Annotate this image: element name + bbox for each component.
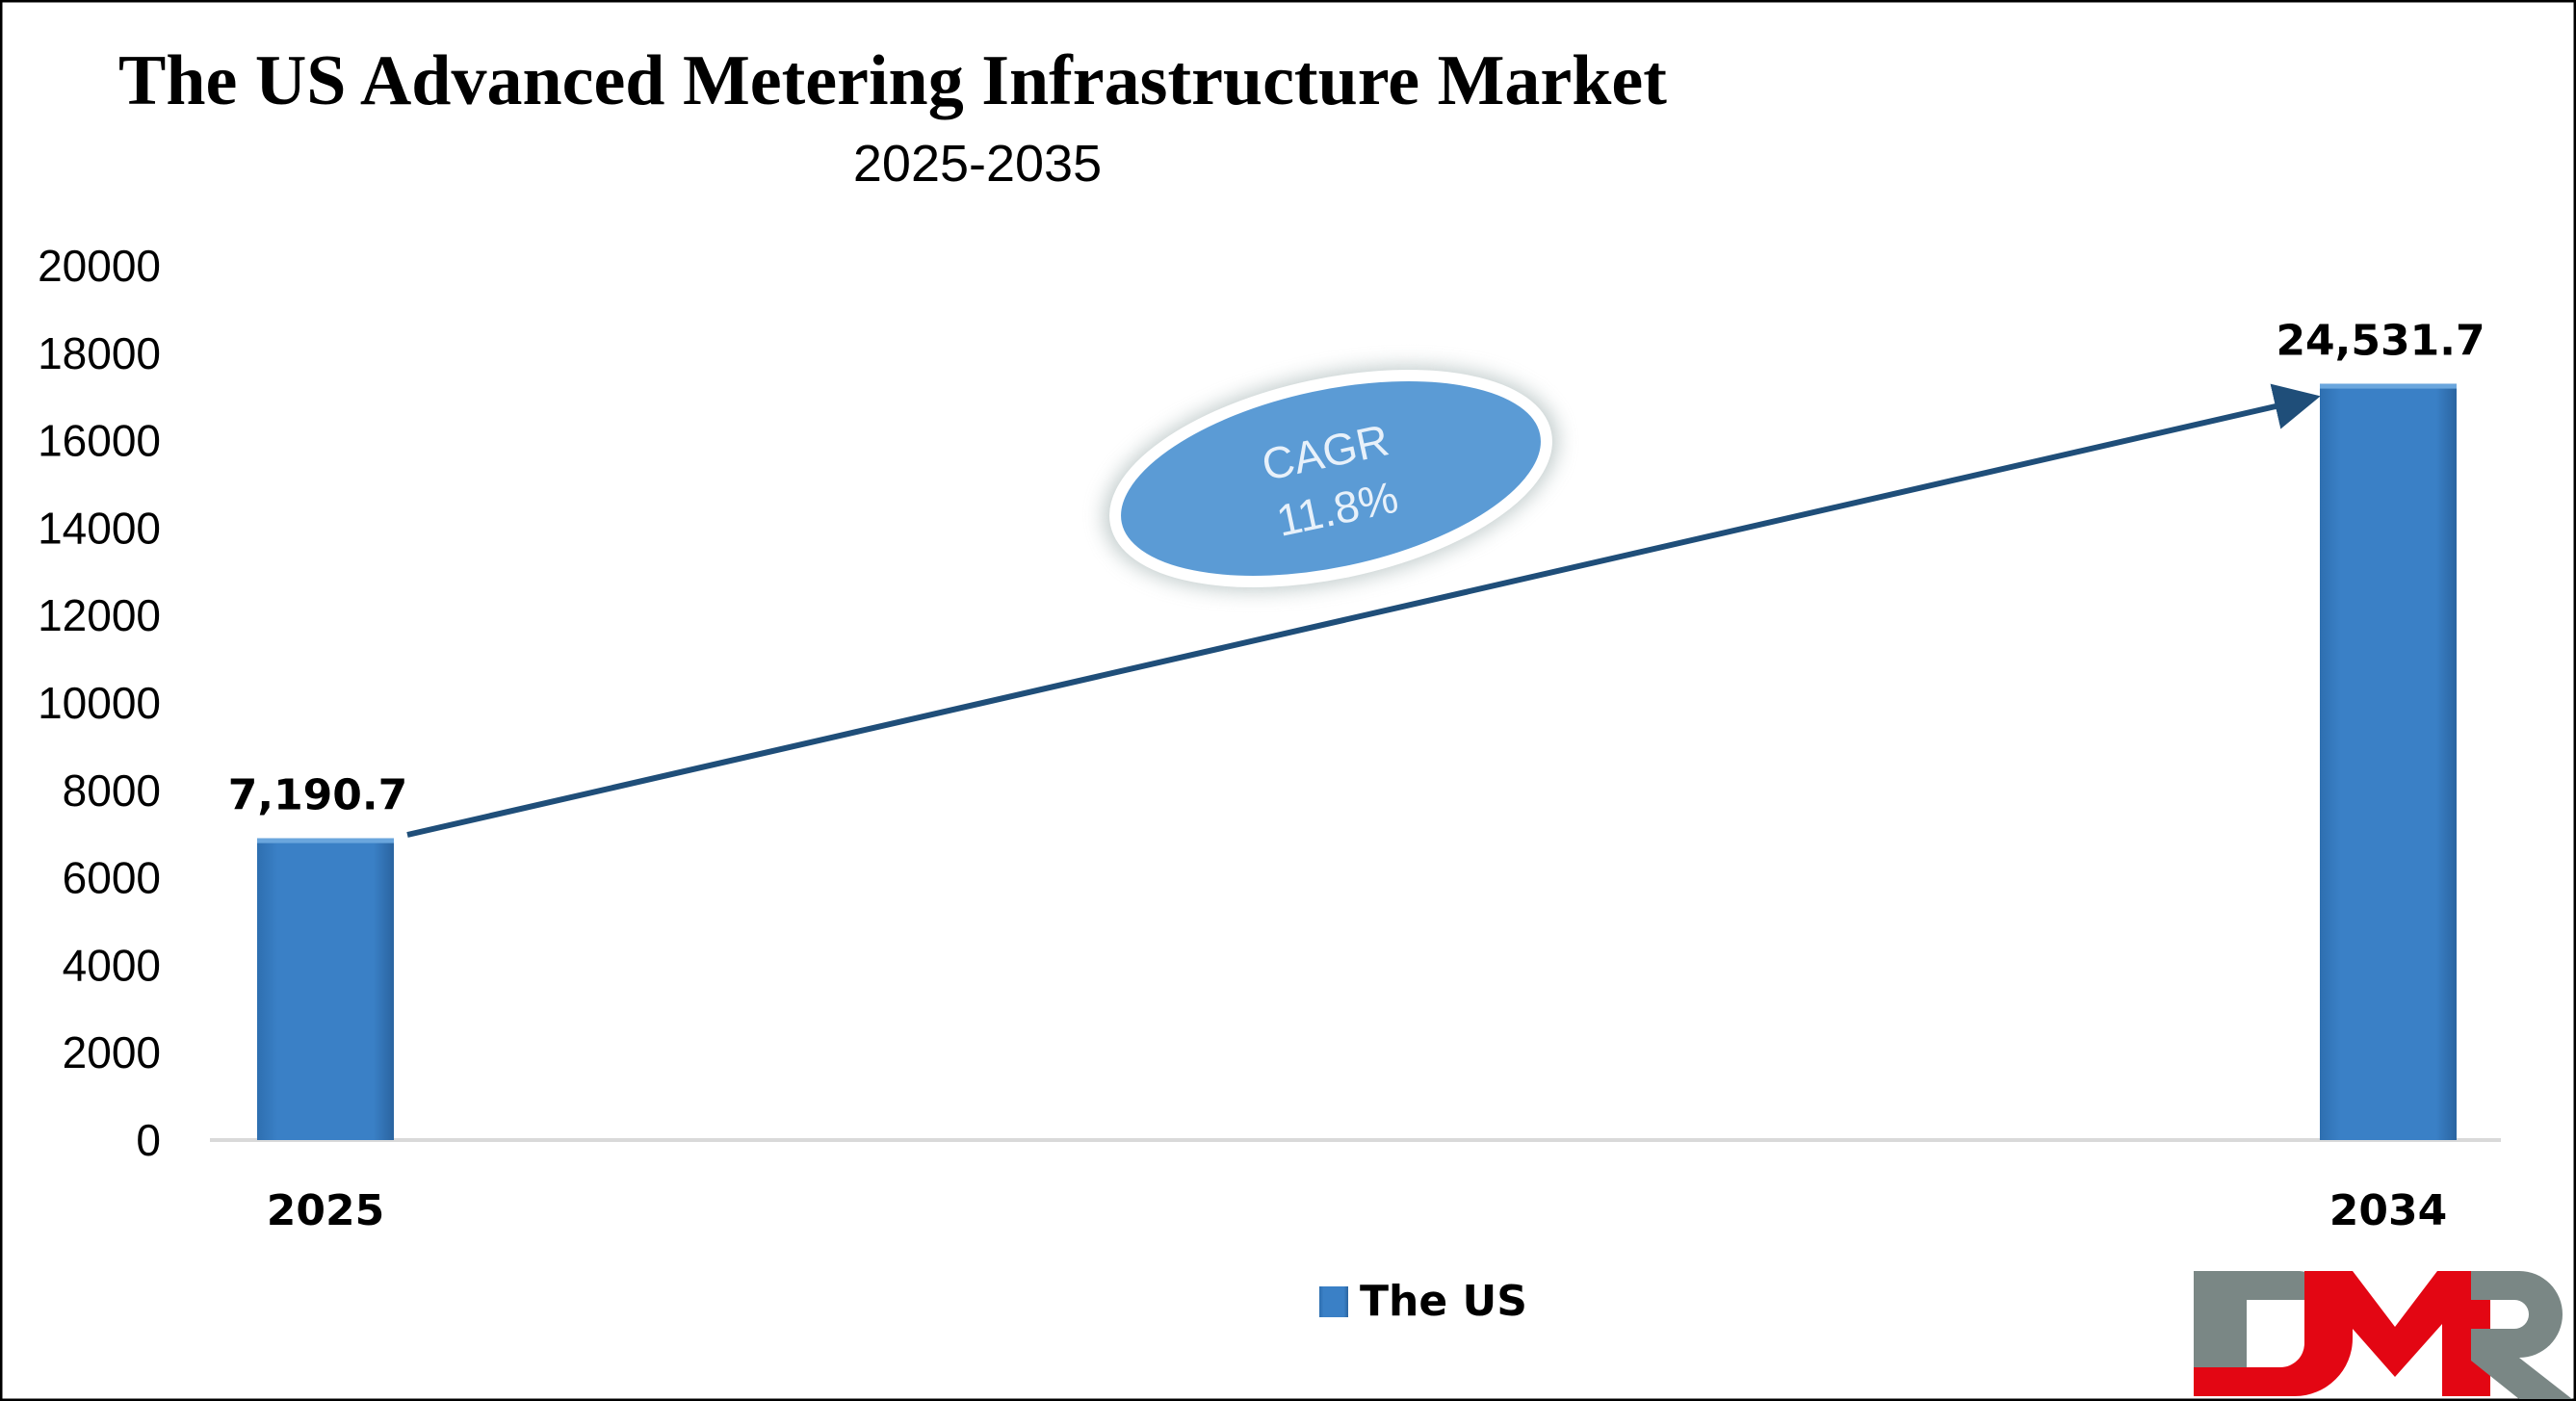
legend-label: The US <box>1360 1277 1527 1326</box>
y-tick-label: 2000 <box>63 1027 161 1077</box>
bar-2034 <box>2320 383 2457 1141</box>
logo-r <box>2471 1271 2572 1399</box>
logo-d <box>2194 1271 2319 1367</box>
y-tick-label: 20000 <box>38 241 161 291</box>
x-tick-label: 2025 <box>267 1186 384 1235</box>
bar-2025 <box>257 838 394 1140</box>
y-tick-label: 14000 <box>38 503 161 553</box>
dmr-logo <box>2194 1271 2572 1399</box>
cagr-ellipse <box>1109 370 1552 587</box>
legend-swatch <box>1319 1286 1348 1317</box>
x-tick-label: 2034 <box>2329 1186 2447 1235</box>
y-tick-label: 18000 <box>38 328 161 378</box>
bar-top-highlight <box>257 838 394 843</box>
y-axis: 0 2000 4000 6000 8000 10000 12000 14000 16000 180… <box>38 241 161 1165</box>
y-tick-label: 10000 <box>38 678 161 728</box>
y-tick-label: 8000 <box>63 765 161 816</box>
y-tick-label: 0 <box>136 1115 161 1165</box>
y-tick-label: 4000 <box>63 940 161 990</box>
y-tick-label: 6000 <box>63 853 161 903</box>
y-tick-label: 12000 <box>38 590 161 640</box>
y-tick-label: 16000 <box>38 416 161 466</box>
logo-m <box>2194 1271 2490 1396</box>
cagr-bubble: CAGR 11.8% <box>1104 366 1558 591</box>
bar-top-highlight <box>2320 383 2457 389</box>
bars: 7,190.7 2025 24,531.7 2034 <box>228 317 2485 1235</box>
data-label: 24,531.7 <box>2276 317 2485 366</box>
data-label: 7,190.7 <box>228 771 408 820</box>
cagr-arrow <box>406 383 2321 838</box>
chart-title: The US Advanced Metering Infrastructure … <box>118 41 1667 120</box>
chart-subtitle: 2025-2035 <box>853 135 1102 193</box>
